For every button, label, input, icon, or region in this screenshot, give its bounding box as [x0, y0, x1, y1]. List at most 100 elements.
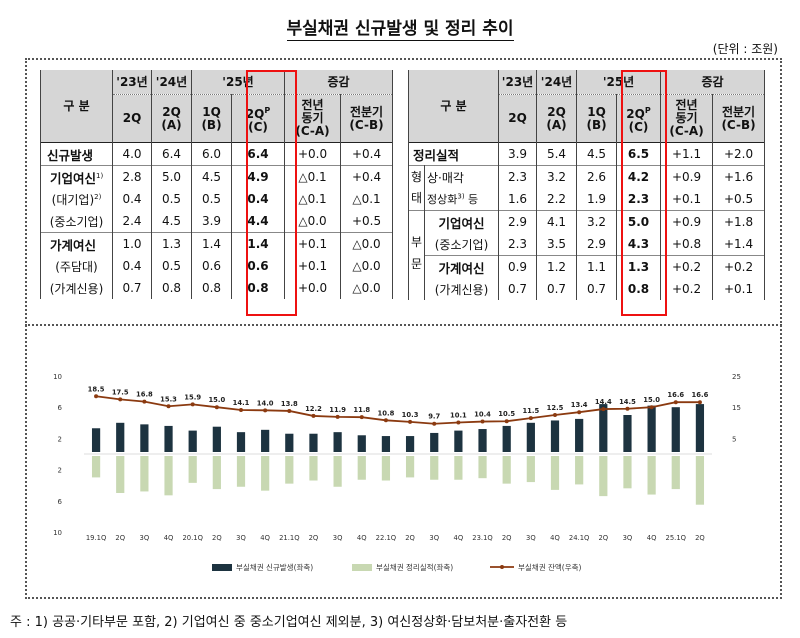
balance-point	[383, 418, 388, 423]
x-tick-label: 20.1Q	[182, 534, 202, 542]
balance-point	[287, 408, 292, 413]
balance-point	[553, 413, 557, 417]
npl-trend-chart: 10 6 2 2 6 10 25 15 5 18.5 17.5 16.8 15.3 15.9 15.0 14.…	[53, 373, 741, 572]
cell: 2.8	[112, 165, 152, 188]
x-tick-label: 2Q	[309, 534, 319, 542]
row-label: 정상화3) 등	[424, 188, 500, 211]
cell: 1.0	[112, 232, 152, 255]
balance-line	[95, 395, 700, 425]
cell: 6.4	[151, 142, 192, 166]
new-issuance-bar	[116, 422, 125, 452]
content-frame	[25, 58, 782, 599]
resolution-bar	[309, 456, 318, 481]
header-year-23: '23년	[498, 70, 538, 95]
cell-highlight: 0.6	[230, 255, 286, 277]
balance-point	[190, 402, 195, 407]
cell: 6.0	[191, 142, 232, 166]
x-tick-label: 23.1Q	[472, 534, 492, 542]
right-axis-tick: 25	[732, 373, 741, 381]
legend-marker-balance	[500, 565, 504, 569]
new-issuance-bar	[647, 405, 656, 452]
cell: +1.1	[660, 142, 714, 166]
cell: 3.9	[498, 142, 538, 166]
cell: 0.7	[498, 278, 538, 300]
new-issuance-bar	[478, 429, 487, 452]
row-label: (대기업)2)	[40, 188, 113, 210]
row-label: 가계여신	[424, 255, 500, 278]
cell: +0.1	[284, 255, 342, 277]
footnote: 주 : 1) 공공·기타부문 포함, 2) 기업여신 중 중소기업여신 제외분,…	[10, 615, 568, 630]
cell: 4.5	[151, 210, 192, 233]
header-year-25: '25년	[576, 70, 662, 95]
cell: +1.4	[712, 233, 766, 256]
cell: 0.4	[112, 188, 152, 210]
row-label: 기업여신1)	[40, 165, 113, 188]
balance-data-label: 15.3	[160, 395, 177, 403]
cell: 3.2	[536, 165, 578, 188]
x-tick-label: 22.1Q	[376, 534, 396, 542]
section-divider	[25, 324, 782, 326]
resolution-bar	[695, 456, 705, 505]
new-issuance-bar	[575, 418, 584, 452]
cell: 3.9	[191, 210, 232, 233]
x-tick-label: 2Q	[598, 534, 608, 542]
cell: 0.8	[191, 277, 232, 299]
resolution-bar	[164, 456, 173, 496]
balance-data-label: 15.9	[184, 393, 201, 401]
cell: +0.2	[712, 255, 766, 278]
balance-data-label: 14.1	[233, 399, 250, 407]
header-23-2q: 2Q	[112, 94, 152, 143]
cell-highlight: 4.3	[616, 233, 662, 256]
balance-point	[649, 405, 654, 410]
cell: +0.5	[712, 188, 766, 211]
cell: +0.9	[660, 210, 714, 233]
balance-point	[359, 415, 364, 420]
resolution-bar	[430, 456, 439, 480]
x-tick-label: 4Q	[550, 534, 560, 542]
cell: 3.2	[576, 210, 618, 233]
x-tick-label: 25.1Q	[666, 534, 686, 542]
resolution-bar	[236, 456, 246, 487]
new-issuance-bar	[502, 425, 511, 452]
cell: +0.0	[284, 277, 342, 299]
highlight-box-right	[621, 70, 667, 316]
header-25-1q: 1Q (B)	[576, 94, 618, 143]
cell: 0.5	[151, 188, 192, 210]
x-tick-label: 19.1Q	[86, 534, 106, 542]
balance-data-label: 14.5	[619, 398, 636, 406]
unit-label: (단위 : 조원)	[712, 42, 778, 56]
cell: △0.0	[284, 210, 342, 233]
new-npl-table: 구 분 '23년 '24년 '25년 증감 2Q 2Q (A) 1Q (B) 2QP…	[40, 70, 394, 299]
balance-point	[673, 400, 678, 405]
new-issuance-bar	[91, 428, 101, 452]
cell: +0.1	[712, 278, 766, 300]
header-change: 증감	[284, 70, 394, 95]
new-issuance-bar	[599, 404, 608, 452]
cell: +0.9	[660, 165, 714, 188]
x-tick-label: 4Q	[357, 534, 367, 542]
balance-data-label: 13.4	[571, 401, 588, 409]
row-label: 가계여신	[40, 232, 113, 255]
balance-point	[94, 394, 99, 399]
legend-label-new: 부실채권 신규발생(좌축)	[236, 562, 313, 572]
cell: 5.0	[151, 165, 192, 188]
x-tick-label: 2Q	[405, 534, 415, 542]
balance-data-label: 10.3	[402, 411, 419, 419]
legend-swatch-resolution	[352, 564, 372, 571]
left-axis-tick: 2	[58, 435, 62, 443]
cell-highlight: 1.3	[616, 255, 662, 278]
balance-point	[601, 407, 606, 412]
balance-data-label: 11.5	[522, 407, 539, 415]
new-issuance-bar	[188, 430, 197, 452]
row-label: 상·매각	[424, 165, 500, 188]
balance-point	[577, 410, 582, 415]
cell-highlight: 1.4	[230, 232, 286, 255]
balance-point	[118, 397, 123, 402]
resolution-bar	[140, 456, 149, 492]
resolution-bar	[405, 456, 415, 478]
cell: 0.5	[151, 255, 192, 277]
balance-data-label: 9.7	[428, 413, 440, 421]
x-tick-label: 2Q	[115, 534, 125, 542]
cell-highlight: 4.2	[616, 165, 662, 188]
